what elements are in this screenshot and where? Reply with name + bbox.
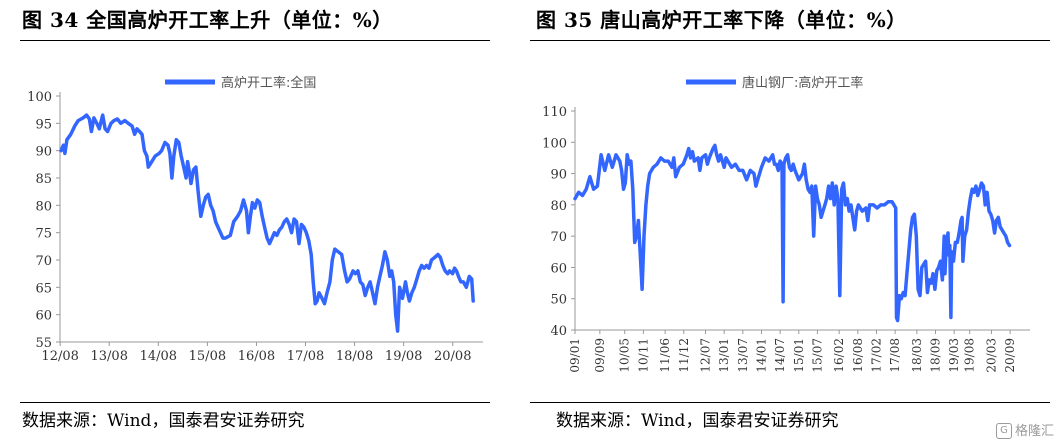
x-tick-label: 12/07 xyxy=(699,338,713,373)
y-tick-label: 75 xyxy=(35,227,52,242)
x-tick-label: 18/09 xyxy=(929,338,943,373)
x-tick-label: 17/02 xyxy=(869,338,883,373)
chart-panel-tangshan: 图 35 唐山高炉开工率下降（单位：%） 唐山钢厂:高炉开工率 40 50 60 70 8… xyxy=(518,0,1058,443)
y-tick-label: 80 xyxy=(35,199,52,214)
chart-panel-national: 图 34 全国高炉开工率上升（单位：%） 高炉开工率:全国 55 60 65 70 75 8… xyxy=(0,0,500,443)
y-tick-label: 95 xyxy=(35,117,52,132)
x-tick-label: 18/08 xyxy=(336,349,373,364)
x-tick-label: 09/09 xyxy=(593,338,607,373)
series-line xyxy=(59,113,475,333)
x-tick-label: 12/08 xyxy=(41,349,78,364)
title-rule xyxy=(530,40,1050,41)
source-rule xyxy=(530,402,1050,403)
x-tick-label: 17/08 xyxy=(287,349,324,364)
x-tick-label: 13/01 xyxy=(717,338,731,373)
x-tick-label: 13/08 xyxy=(91,349,128,364)
title-rule xyxy=(20,40,490,41)
x-tick-label: 20/09 xyxy=(1003,338,1017,373)
y-tick-label: 55 xyxy=(35,336,52,351)
watermark: G 格隆汇 xyxy=(995,420,1054,439)
series-line xyxy=(573,143,1012,323)
y-tick-label: 110 xyxy=(542,105,567,120)
source-rule xyxy=(20,402,490,403)
x-tick-label: 14/07 xyxy=(773,338,787,373)
y-tick-label: 65 xyxy=(35,281,52,296)
y-tick-label: 90 xyxy=(35,145,52,160)
x-tick-label: 18/03 xyxy=(910,338,924,373)
x-tick-label: 17/08 xyxy=(888,338,902,373)
x-tick-label: 19/08 xyxy=(385,349,422,364)
y-tick-label: 50 xyxy=(550,293,567,308)
legend-label: 唐山钢厂:高炉开工率 xyxy=(742,75,863,91)
x-tick-label: 15/07 xyxy=(810,338,824,373)
x-tick-label: 19/08 xyxy=(963,338,977,373)
x-tick-label: 16/02 xyxy=(832,338,846,373)
x-tick-label: 11/12 xyxy=(677,338,691,373)
chart-title: 图 34 全国高炉开工率上升（单位：%） xyxy=(22,8,393,32)
x-tick-label: 14/01 xyxy=(754,338,768,373)
y-tick-label: 70 xyxy=(35,254,52,269)
y-tick-label: 90 xyxy=(550,168,567,183)
x-tick-label: 16/08 xyxy=(851,338,865,373)
x-tick-label: 10/05 xyxy=(618,338,632,373)
x-tick-label: 14/08 xyxy=(140,349,177,364)
x-tick-label: 16/08 xyxy=(238,349,275,364)
gelonghui-logo-icon: G xyxy=(995,423,1012,439)
legend: 唐山钢厂:高炉开工率 xyxy=(686,75,863,91)
watermark-text: 格隆汇 xyxy=(1014,423,1054,439)
x-tick-label: 09/01 xyxy=(568,338,582,373)
x-tick-label: 15/08 xyxy=(189,349,226,364)
x-tick-label: 11/06 xyxy=(658,338,672,373)
x-tick-label: 10/11 xyxy=(636,338,650,373)
legend-label: 高炉开工率:全国 xyxy=(221,75,316,91)
x-tick-label: 20/08 xyxy=(434,349,471,364)
y-tick-label: 85 xyxy=(35,172,52,187)
x-tick-label: 19/03 xyxy=(947,338,961,373)
x-tick-label: 13/07 xyxy=(736,338,750,373)
y-tick-label: 70 xyxy=(550,230,567,245)
y-tick-label: 60 xyxy=(550,261,567,276)
source-note: 数据来源：Wind，国泰君安证券研究 xyxy=(556,411,839,431)
x-tick-label: 15/01 xyxy=(792,338,806,373)
y-tick-label: 80 xyxy=(550,199,567,214)
legend: 高炉开工率:全国 xyxy=(165,75,316,91)
y-tick-label: 100 xyxy=(27,90,52,105)
chart-national-blast-furnace: 高炉开工率:全国 55 60 65 70 75 80 85 90 95 100 12/08 13/08 1… xyxy=(27,75,483,364)
y-tick-label: 100 xyxy=(542,136,567,151)
chart-title: 图 35 唐山高炉开工率下降（单位：%） xyxy=(536,8,907,32)
y-tick-label: 40 xyxy=(550,324,567,339)
x-tick-label: 20/03 xyxy=(984,338,998,373)
chart-tangshan-blast-furnace: 唐山钢厂:高炉开工率 40 50 60 70 80 90 100 110 09/01 09/09 10… xyxy=(542,75,1030,373)
y-tick-label: 60 xyxy=(35,309,52,324)
source-note: 数据来源：Wind，国泰君安证券研究 xyxy=(22,411,305,431)
